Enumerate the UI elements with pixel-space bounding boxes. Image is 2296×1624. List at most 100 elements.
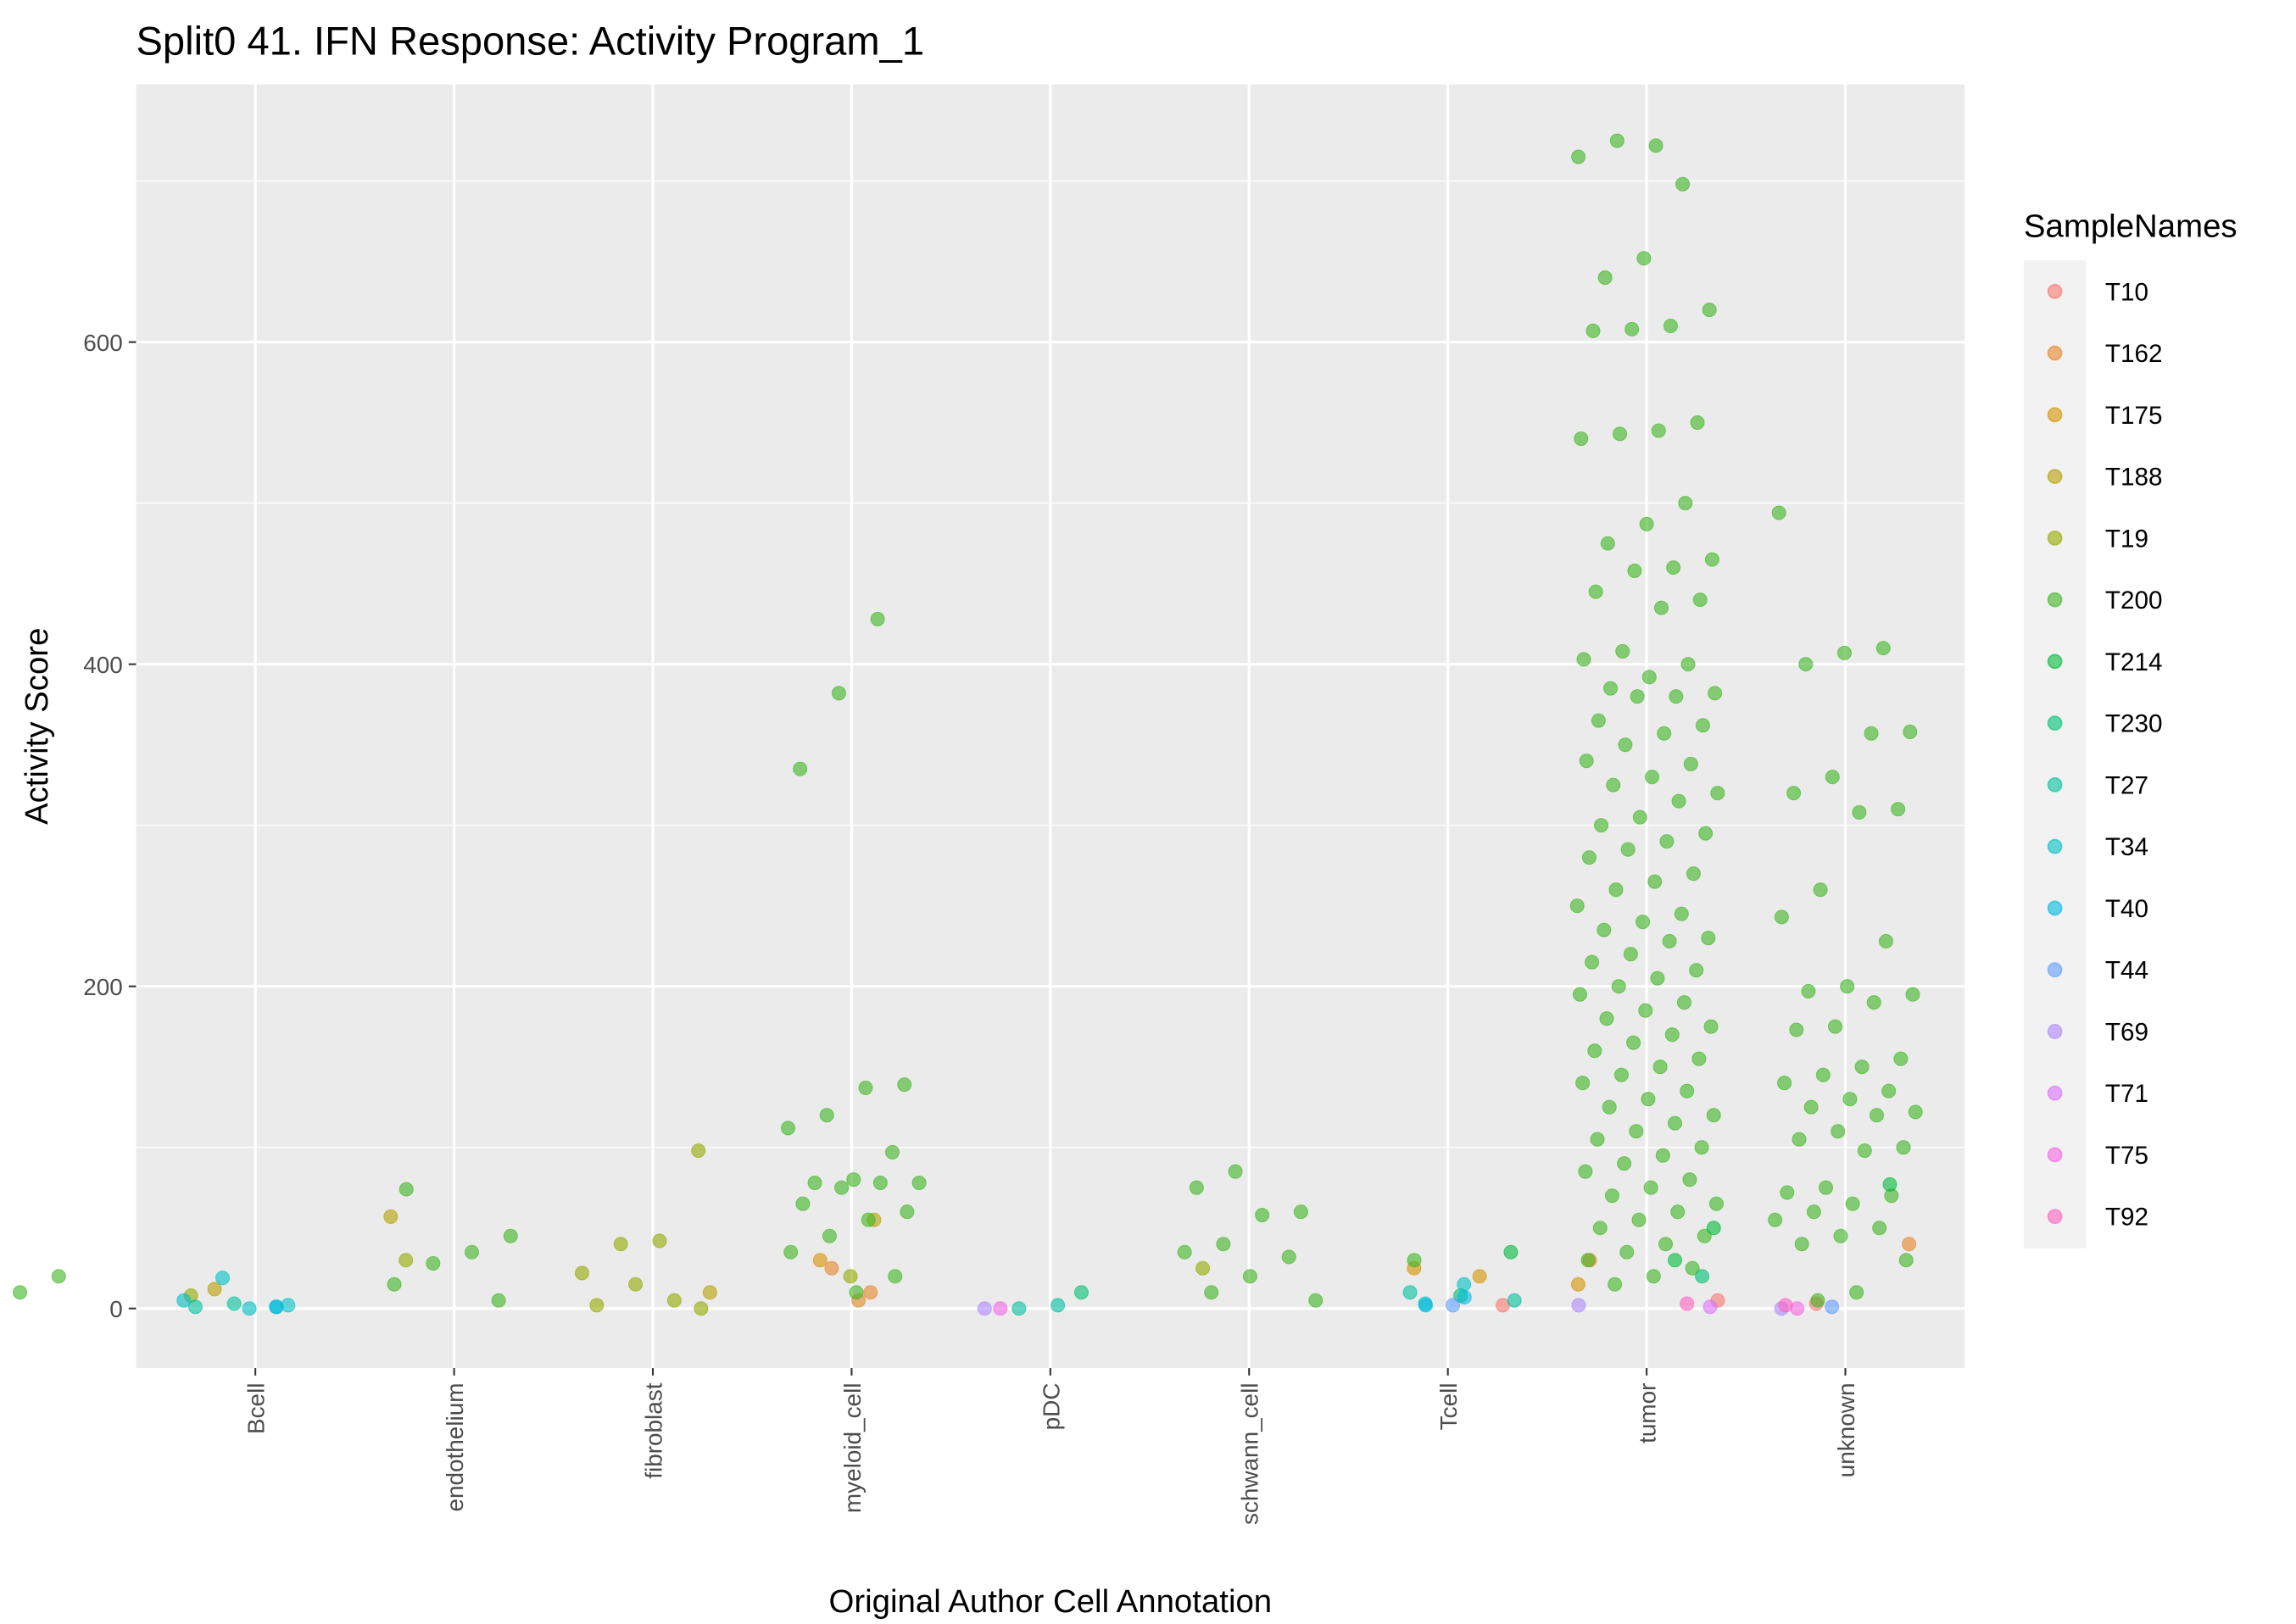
data-point bbox=[1864, 726, 1879, 741]
data-point bbox=[1623, 947, 1638, 962]
data-point bbox=[1694, 1140, 1709, 1155]
legend-label: T34 bbox=[2105, 833, 2148, 861]
data-point bbox=[911, 1175, 927, 1191]
data-point bbox=[1857, 1143, 1872, 1159]
legend-key bbox=[2047, 1085, 2063, 1101]
legend-label: T40 bbox=[2105, 895, 2148, 923]
legend-key bbox=[2047, 900, 2063, 916]
data-point bbox=[1204, 1285, 1219, 1300]
data-point bbox=[1574, 431, 1589, 447]
data-point bbox=[1866, 995, 1881, 1010]
data-point bbox=[1613, 1067, 1629, 1082]
data-point bbox=[1636, 251, 1652, 266]
data-point bbox=[1457, 1276, 1472, 1292]
legend-key bbox=[2047, 530, 2063, 546]
data-point bbox=[1620, 842, 1636, 857]
chart-title: Split0 41. IFN Response: Activity Progra… bbox=[137, 19, 925, 64]
data-point bbox=[1771, 505, 1786, 520]
data-point bbox=[884, 1144, 900, 1160]
data-point bbox=[824, 1260, 839, 1276]
x-tick-label: fibroblast bbox=[640, 1382, 666, 1478]
y-tick-label: 0 bbox=[109, 1296, 123, 1322]
legend-key bbox=[2047, 838, 2063, 854]
data-point bbox=[1503, 1244, 1519, 1260]
x-tick-label: Bcell bbox=[243, 1383, 270, 1435]
data-point bbox=[870, 611, 885, 626]
data-point bbox=[1701, 931, 1716, 946]
data-point bbox=[702, 1285, 717, 1300]
data-point bbox=[1702, 303, 1717, 318]
data-point bbox=[1675, 176, 1691, 192]
data-point bbox=[628, 1276, 644, 1292]
data-point bbox=[1852, 804, 1867, 820]
data-point bbox=[872, 1175, 888, 1191]
data-point bbox=[1774, 909, 1789, 925]
data-point bbox=[1630, 689, 1645, 704]
data-point bbox=[1570, 1276, 1585, 1292]
data-point bbox=[1638, 1003, 1653, 1018]
x-tick-label: myeloid_cell bbox=[839, 1383, 866, 1514]
data-point bbox=[1836, 645, 1853, 660]
data-point bbox=[398, 1182, 414, 1197]
data-point bbox=[1618, 737, 1633, 753]
data-point bbox=[795, 1196, 811, 1211]
data-point bbox=[1815, 1067, 1831, 1082]
data-point bbox=[491, 1293, 506, 1308]
data-point bbox=[1674, 906, 1689, 921]
data-point bbox=[1446, 1298, 1461, 1313]
legend-title: SampleNames bbox=[2024, 208, 2237, 244]
x-tick-label: endothelium bbox=[442, 1383, 468, 1512]
data-point bbox=[13, 1285, 28, 1300]
legend-key bbox=[2047, 715, 2063, 731]
data-point bbox=[1825, 770, 1840, 785]
data-point bbox=[1418, 1298, 1434, 1313]
data-point bbox=[1662, 933, 1677, 949]
data-point bbox=[1896, 1140, 1911, 1155]
data-point bbox=[1682, 1172, 1697, 1187]
data-point bbox=[1663, 319, 1678, 334]
data-point bbox=[1650, 971, 1665, 986]
data-point bbox=[1667, 1253, 1683, 1268]
data-point bbox=[1472, 1269, 1487, 1284]
data-point bbox=[993, 1301, 1008, 1316]
legend-label: T27 bbox=[2105, 771, 2148, 799]
data-point bbox=[888, 1269, 903, 1284]
data-point bbox=[1831, 1124, 1846, 1139]
data-point bbox=[1608, 882, 1624, 898]
data-point bbox=[1615, 643, 1630, 659]
data-point bbox=[1639, 516, 1654, 531]
data-point bbox=[383, 1209, 398, 1224]
data-point bbox=[242, 1301, 257, 1316]
data-point bbox=[1647, 874, 1663, 889]
data-point bbox=[1780, 1185, 1795, 1200]
x-axis-label: Original Author Cell Annotation bbox=[829, 1583, 1273, 1620]
legend-label: T162 bbox=[2105, 340, 2163, 368]
data-point bbox=[1833, 1228, 1848, 1243]
data-point bbox=[1617, 1156, 1632, 1171]
x-tick-label: pDC bbox=[1038, 1383, 1064, 1431]
data-point bbox=[1849, 1285, 1864, 1300]
data-point bbox=[1670, 1204, 1686, 1220]
data-point bbox=[861, 1212, 876, 1227]
data-point bbox=[977, 1301, 992, 1316]
data-point bbox=[783, 1244, 799, 1260]
data-point bbox=[1669, 689, 1684, 704]
data-point bbox=[1050, 1298, 1066, 1313]
legend-key-background bbox=[2023, 260, 2087, 1249]
data-point bbox=[1641, 1092, 1656, 1107]
legend-key bbox=[2047, 1024, 2063, 1039]
data-point bbox=[1073, 1285, 1089, 1300]
data-point bbox=[793, 761, 808, 776]
data-point bbox=[1666, 560, 1681, 576]
data-point bbox=[1792, 1132, 1807, 1147]
legend-key bbox=[2047, 469, 2063, 484]
data-point bbox=[831, 686, 846, 701]
data-point bbox=[691, 1143, 706, 1159]
data-point bbox=[215, 1271, 231, 1286]
data-point bbox=[1695, 718, 1710, 733]
data-point bbox=[1627, 563, 1642, 578]
data-point bbox=[1588, 584, 1603, 599]
legend-label: T71 bbox=[2105, 1080, 2148, 1108]
